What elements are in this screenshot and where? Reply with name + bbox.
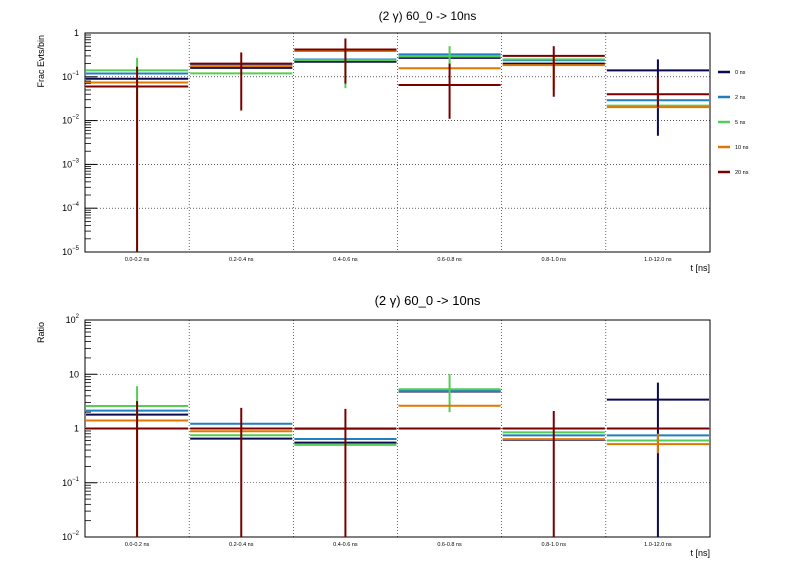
- y-tick-label: 10−3: [62, 158, 80, 169]
- x-tick-label: 0.4-0.6 ns: [333, 542, 358, 548]
- legend: 0 ns 2 ns 5 ns 10 ns 20 ns: [718, 70, 749, 176]
- y-axis-label: Frac Evts/bin: [36, 35, 46, 88]
- y-tick-label: 10−5: [62, 246, 80, 257]
- x-tick-label: 0.2-0.4 ns: [229, 257, 254, 263]
- legend-label: 0 ns: [735, 70, 746, 76]
- y-tick-label: 102: [66, 314, 80, 325]
- x-tick-label: 0.6-0.8 ns: [437, 257, 462, 263]
- y-tick-label: 10−2: [62, 115, 80, 126]
- x-tick-label: 1.0-12.0 ns: [644, 542, 672, 548]
- legend-label: 20 ns: [735, 170, 749, 176]
- bottom-panel: (2 γ) 60_0 -> 10ns 102 10 1 10−1 10−2 Ratio t […: [36, 293, 711, 558]
- x-tick-label: 0.4-0.6 ns: [333, 257, 358, 263]
- y-tick-label: 10−4: [62, 202, 80, 213]
- y-tick-label: 10−1: [62, 71, 80, 82]
- y-axis-label: Ratio: [36, 322, 46, 343]
- x-axis-label: t [ns]: [690, 548, 710, 558]
- y-tick-label: 10−2: [62, 531, 80, 542]
- x-tick-label: 0.8-1.0 ns: [542, 257, 567, 263]
- x-tick-label: 0.0-0.2 ns: [125, 542, 150, 548]
- y-tick-label: 10: [69, 369, 79, 379]
- x-tick-label: 0.6-0.8 ns: [437, 542, 462, 548]
- chart-title: (2 γ) 60_0 -> 10ns: [379, 9, 477, 23]
- x-tick-label: 0.2-0.4 ns: [229, 542, 254, 548]
- y-tick-label: 1: [74, 424, 79, 434]
- legend-label: 2 ns: [735, 95, 746, 101]
- x-tick-label: 0.0-0.2 ns: [125, 257, 150, 263]
- x-tick-label: 1.0-12.0 ns: [644, 257, 672, 263]
- y-tick-label: 1: [74, 28, 79, 38]
- chart-title: (2 γ) 60_0 -> 10ns: [375, 293, 481, 308]
- y-tick-label: 10−1: [62, 477, 80, 488]
- x-tick-label: 0.8-1.0 ns: [542, 542, 567, 548]
- legend-label: 10 ns: [735, 145, 749, 151]
- legend-label: 5 ns: [735, 120, 746, 126]
- x-axis-label: t [ns]: [690, 263, 710, 273]
- top-panel: (2 γ) 60_0 -> 10ns 1 10−1 10−2 10−3 10−4 10−5 F…: [36, 9, 711, 273]
